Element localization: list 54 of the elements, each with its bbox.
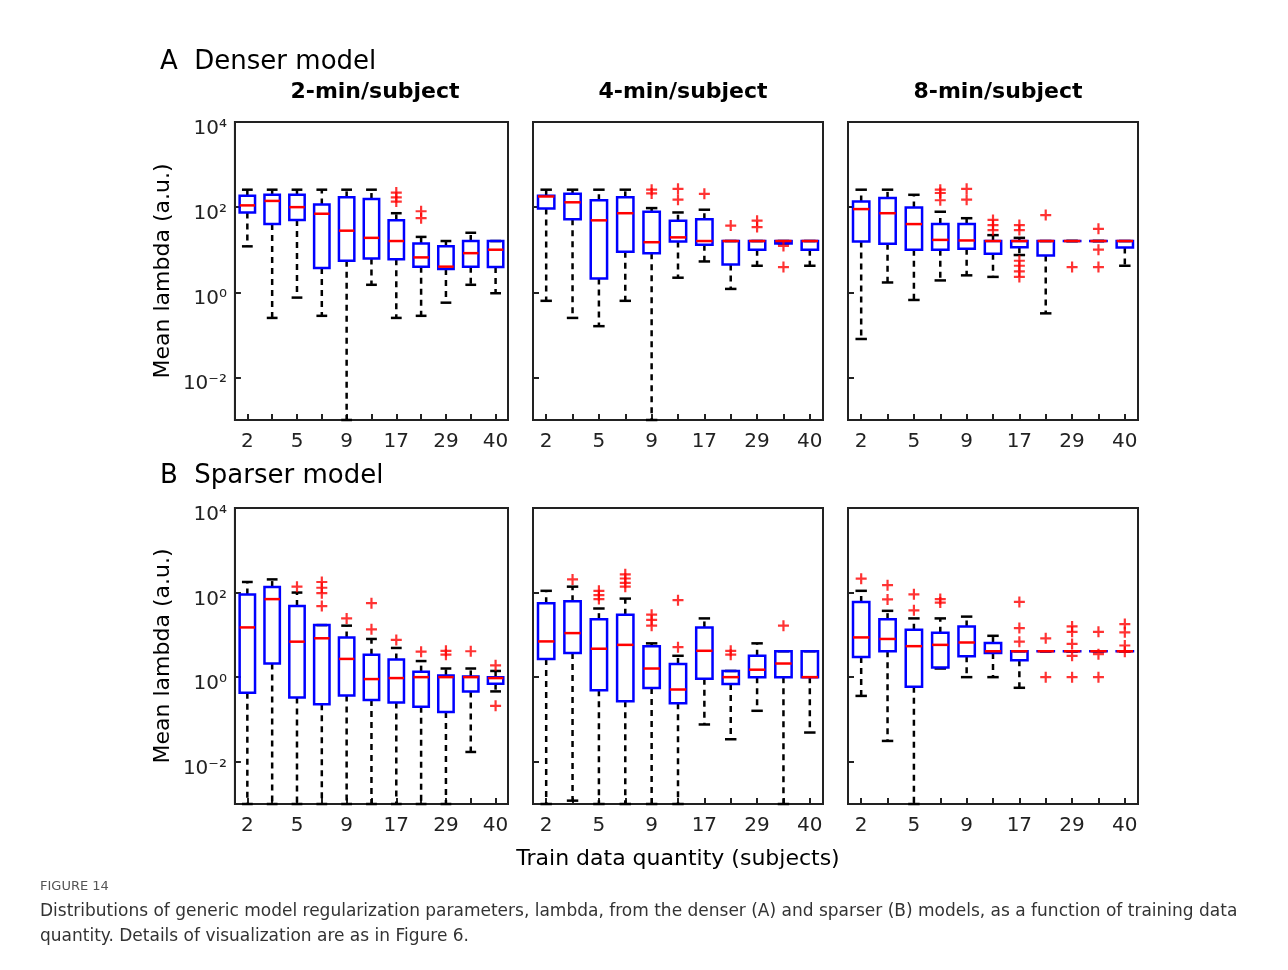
x-tick-label: 29 — [1059, 428, 1085, 452]
x-tick-label: 2 — [854, 812, 868, 836]
text: Distributions of generic model regularization parameters, lambda, from the denser (A) and sparser (B) models, as a function of training data quantity. Details of visualization are as in Figure 6. — [40, 899, 1239, 947]
x-tick-label: 17 — [691, 428, 718, 452]
y-tick-label: 10⁰ — [193, 285, 227, 310]
x-tick-label: 40 — [482, 812, 509, 836]
x-tick-label: 29 — [744, 812, 770, 836]
x-tick-label: 17 — [383, 812, 410, 836]
x-tick-label: 29 — [433, 812, 459, 836]
y-tick-label: 10² — [193, 200, 227, 225]
x-tick-label: 5 — [290, 428, 304, 452]
x-tick-label: 9 — [340, 428, 353, 452]
text: B Sparser model — [160, 458, 384, 491]
x-tick-label: 29 — [744, 428, 770, 452]
y-tick-label: 10⁴ — [193, 501, 227, 525]
chart-title: 4-min/subject — [598, 77, 769, 103]
x-tick-label: 5 — [290, 812, 304, 836]
x-tick-label: 9 — [645, 428, 658, 452]
x-tick-label: 9 — [960, 812, 973, 836]
x-tick-label: 2 — [854, 428, 868, 452]
x-tick-label: 9 — [340, 812, 353, 836]
text: A Denser model — [160, 45, 377, 75]
y-tick-label: 10⁻² — [182, 370, 227, 395]
x-tick-label: 40 — [1112, 428, 1138, 452]
y-tick-label: 10⁻² — [182, 754, 227, 779]
x-tick-label: 40 — [797, 812, 823, 836]
x-tick-label: 9 — [645, 812, 658, 836]
x-tick-label: 2 — [240, 812, 254, 836]
x-tick-label: 5 — [907, 428, 921, 452]
y-axis-title: Mean lambda (a.u.) — [148, 548, 174, 764]
x-tick-label: 40 — [797, 428, 823, 452]
chart-title: 8-min/subject — [913, 77, 1084, 103]
x-tick-label: 17 — [383, 428, 410, 452]
x-tick-label: 2 — [539, 812, 553, 836]
x-tick-label: 40 — [482, 428, 509, 452]
x-tick-label: 5 — [907, 812, 921, 836]
chart-title: 2-min/subject — [290, 77, 461, 103]
x-tick-label: 40 — [1112, 812, 1138, 836]
x-tick-label: 9 — [960, 428, 973, 452]
x-tick-label: 17 — [1006, 812, 1033, 836]
x-tick-label: 17 — [1006, 428, 1033, 452]
y-tick-label: 10² — [193, 585, 227, 610]
x-tick-label: 17 — [691, 812, 718, 836]
y-axis-title: Mean lambda (a.u.) — [148, 163, 174, 379]
x-tick-label: 5 — [592, 428, 606, 452]
x-tick-label: 2 — [240, 428, 254, 452]
x-tick-label: 2 — [539, 428, 553, 452]
x-tick-label: 29 — [1059, 812, 1085, 836]
x-tick-label: 5 — [592, 812, 606, 836]
x-tick-label: 29 — [433, 428, 459, 452]
x-axis-title: Train data quantity (subjects) — [515, 844, 840, 870]
y-tick-label: 10⁰ — [193, 670, 227, 695]
caption: FIGURE 14 — [40, 877, 109, 895]
y-tick-label: 10⁴ — [193, 115, 227, 139]
